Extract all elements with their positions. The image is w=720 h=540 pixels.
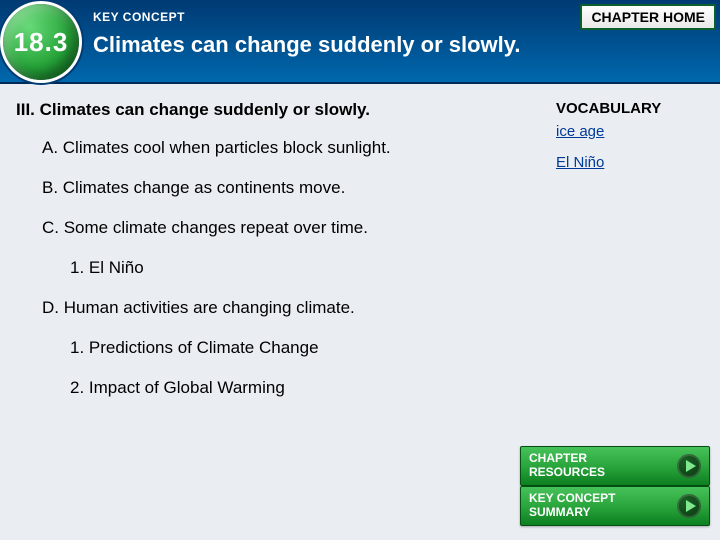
outline-item: C. Some climate changes repeat over time… [42, 218, 540, 238]
outline-heading: III. Climates can change suddenly or slo… [16, 100, 540, 120]
outline: III. Climates can change suddenly or slo… [16, 100, 540, 418]
header-bar: 18.3 KEY CONCEPT Climates can change sud… [0, 0, 720, 84]
outline-item: D. Human activities are changing climate… [42, 298, 540, 318]
key-concept-summary-button[interactable]: KEY CONCEPT SUMMARY [520, 486, 710, 526]
vocabulary-title: VOCABULARY [556, 100, 706, 117]
vocab-link-el-nino[interactable]: El Niño [556, 154, 706, 171]
key-concept-summary-label: KEY CONCEPT SUMMARY [529, 492, 615, 520]
section-number: 18.3 [14, 27, 69, 58]
chapter-resources-label: CHAPTER RESOURCES [529, 452, 605, 480]
section-badge: 18.3 [3, 4, 79, 80]
vocab-link-ice-age[interactable]: ice age [556, 123, 706, 140]
header-text: KEY CONCEPT Climates can change suddenly… [93, 10, 570, 58]
play-icon [677, 494, 701, 518]
outline-subitem: 1. Predictions of Climate Change [70, 338, 540, 358]
outline-subitem: 2. Impact of Global Warming [70, 378, 540, 398]
outline-item: A. Climates cool when particles block su… [42, 138, 540, 158]
key-concept-label: KEY CONCEPT [93, 10, 570, 24]
chapter-resources-button[interactable]: CHAPTER RESOURCES [520, 446, 710, 486]
outline-subitem: 1. El Niño [70, 258, 540, 278]
outline-item: B. Climates change as continents move. [42, 178, 540, 198]
key-concept-title: Climates can change suddenly or slowly. [93, 32, 570, 58]
play-icon [677, 454, 701, 478]
chapter-home-button[interactable]: CHAPTER HOME [580, 4, 716, 30]
vocabulary-panel: VOCABULARY ice age El Niño [556, 100, 706, 185]
